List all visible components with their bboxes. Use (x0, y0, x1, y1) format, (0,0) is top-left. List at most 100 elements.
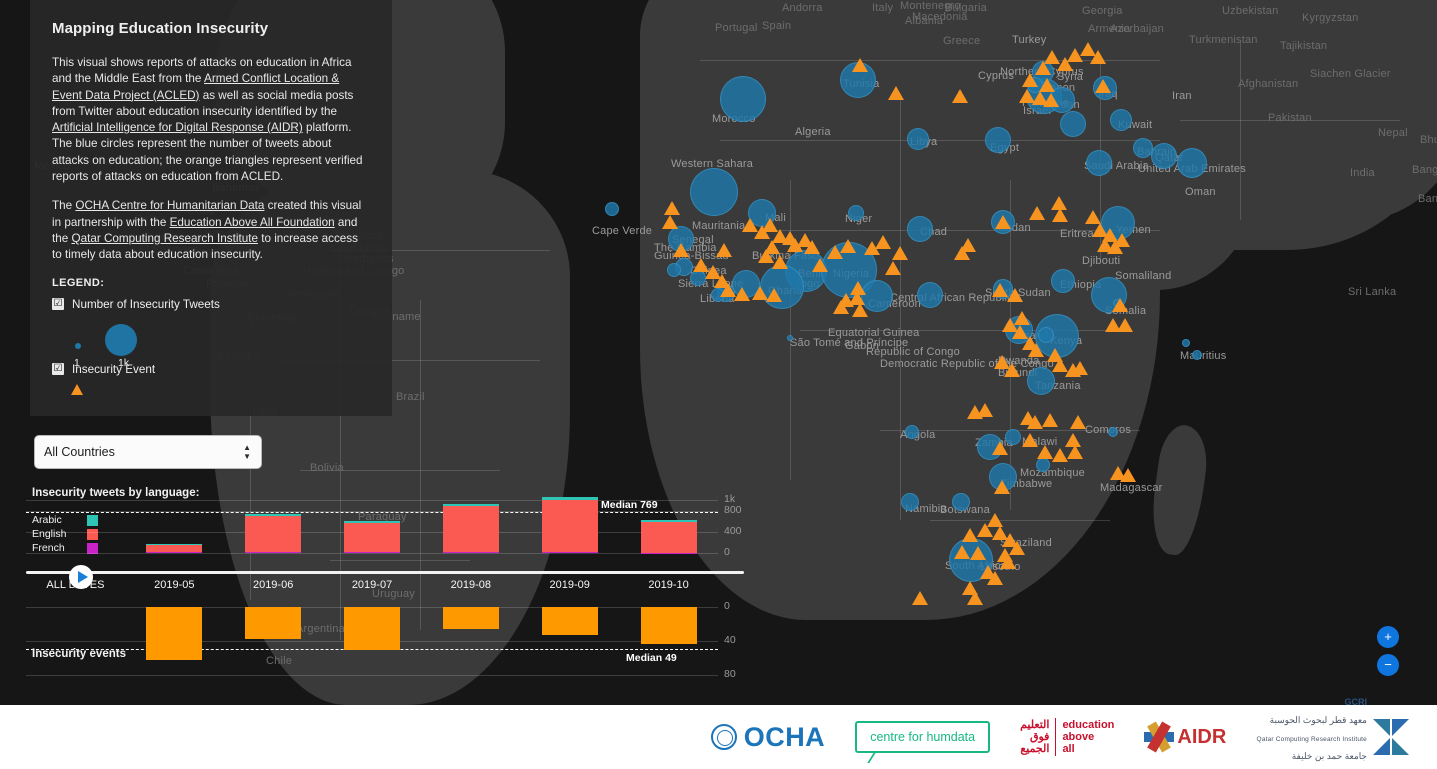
insecurity-event-marker[interactable] (1095, 79, 1111, 93)
tweet-bubble[interactable] (952, 493, 970, 511)
table-row[interactable] (442, 504, 499, 553)
ocha-centre-link[interactable]: OCHA Centre for Humanitarian Data (75, 199, 265, 213)
insecurity-event-marker[interactable] (967, 591, 983, 605)
insecurity-event-marker[interactable] (962, 528, 978, 542)
insecurity-event-marker[interactable] (758, 249, 774, 263)
tweet-bubble[interactable] (905, 425, 919, 439)
tweet-bubble[interactable] (1192, 350, 1202, 360)
insecurity-event-marker[interactable] (1070, 415, 1086, 429)
insecurity-event-marker[interactable] (1090, 50, 1106, 64)
tweet-bubble[interactable] (1133, 138, 1153, 158)
insecurity-event-marker[interactable] (752, 286, 768, 300)
zoom-in-button[interactable]: + (1377, 626, 1399, 648)
timeline-tick-2019-05[interactable]: 2019-05 (154, 579, 195, 591)
qcri-link[interactable]: Qatar Computing Research Institute (71, 231, 258, 245)
eaa-link[interactable]: Education Above All Foundation (169, 215, 335, 229)
table-row[interactable] (442, 607, 499, 630)
insecurity-event-marker[interactable] (812, 258, 828, 272)
checkbox-checked-icon[interactable]: ☑ (52, 298, 64, 311)
insecurity-event-marker[interactable] (716, 243, 732, 257)
tweet-bubble[interactable] (907, 216, 933, 242)
insecurity-event-marker[interactable] (992, 441, 1008, 455)
insecurity-event-marker[interactable] (912, 591, 928, 605)
insecurity-event-marker[interactable] (1067, 48, 1083, 62)
insecurity-event-marker[interactable] (992, 283, 1008, 297)
timeline-tick-2019-06[interactable]: 2019-06 (252, 579, 294, 591)
tweet-bubble[interactable] (917, 282, 943, 308)
tweet-bubble[interactable] (720, 76, 766, 122)
tweet-bubble[interactable] (605, 202, 619, 216)
table-row[interactable] (344, 607, 400, 651)
checkbox-checked-icon[interactable]: ☑ (52, 363, 64, 376)
insecurity-event-marker[interactable] (840, 239, 856, 253)
tweet-bubble[interactable] (1151, 143, 1177, 169)
table-row[interactable] (146, 543, 203, 553)
tweet-bubble[interactable] (985, 127, 1011, 153)
insecurity-event-marker[interactable] (1039, 78, 1055, 92)
insecurity-event-marker[interactable] (1052, 358, 1068, 372)
insecurity-event-marker[interactable] (1052, 208, 1068, 222)
legend-toggle-events[interactable]: ☑ Insecurity Event (52, 363, 370, 376)
timeline-tick-2019-07[interactable]: 2019-07 (351, 579, 393, 591)
insecurity-event-marker[interactable] (1014, 311, 1030, 325)
tweet-bubble[interactable] (1051, 269, 1075, 293)
tweet-bubble[interactable] (1036, 458, 1050, 472)
insecurity-event-marker[interactable] (1022, 433, 1038, 447)
insecurity-event-marker[interactable] (1012, 325, 1028, 339)
table-row[interactable] (640, 519, 697, 553)
insecurity-event-marker[interactable] (1004, 363, 1020, 377)
timeline-axis[interactable] (26, 571, 744, 574)
insecurity-event-marker[interactable] (766, 288, 782, 302)
insecurity-event-marker[interactable] (954, 545, 970, 559)
insecurity-event-marker[interactable] (888, 86, 904, 100)
insecurity-event-marker[interactable] (1022, 73, 1038, 87)
tweet-bubble[interactable] (667, 263, 681, 277)
insecurity-events-plot[interactable]: 0 40 80 Median 49 (26, 600, 736, 680)
insecurity-event-marker[interactable] (994, 480, 1010, 494)
insecurity-event-marker[interactable] (662, 215, 678, 229)
insecurity-event-marker[interactable] (1117, 318, 1133, 332)
insecurity-event-marker[interactable] (1028, 343, 1044, 357)
timeline-tick-2019-10[interactable]: 2019-10 (648, 579, 689, 591)
tweets-by-language-plot[interactable]: 0 400 800 1k Median 769 (26, 493, 742, 558)
insecurity-event-marker[interactable] (1000, 555, 1016, 569)
zoom-out-button[interactable]: − (1377, 654, 1399, 676)
tweet-bubble[interactable] (1038, 327, 1054, 343)
insecurity-event-marker[interactable] (1065, 433, 1081, 447)
tweet-bubble[interactable] (1027, 367, 1055, 395)
insecurity-event-marker[interactable] (1009, 541, 1025, 555)
table-row[interactable] (541, 496, 598, 553)
timeline-tick-2019-08[interactable]: 2019-08 (450, 579, 492, 591)
insecurity-event-marker[interactable] (1051, 196, 1067, 210)
tweet-bubble[interactable] (1182, 339, 1190, 347)
insecurity-event-marker[interactable] (1019, 89, 1035, 103)
insecurity-event-marker[interactable] (1044, 50, 1060, 64)
tweet-bubble[interactable] (907, 128, 929, 150)
acled-link[interactable]: Armed Conflict Location & Event Data Pro… (52, 72, 340, 102)
tweet-bubble[interactable] (787, 335, 793, 341)
insecurity-event-marker[interactable] (995, 215, 1011, 229)
insecurity-event-marker[interactable] (772, 255, 788, 269)
insecurity-event-marker[interactable] (1043, 93, 1059, 107)
tweet-bubble[interactable] (901, 493, 919, 511)
insecurity-event-marker[interactable] (1027, 415, 1043, 429)
insecurity-event-marker[interactable] (885, 261, 901, 275)
tweet-bubble[interactable] (1005, 429, 1021, 445)
legend-toggle-tweets[interactable]: ☑ Number of Insecurity Tweets (52, 298, 370, 311)
aidr-link[interactable]: Artificial Intelligence for Digital Resp… (52, 121, 303, 135)
insecurity-event-marker[interactable] (804, 240, 820, 254)
timeline-charts[interactable]: Insecurity tweets by language: Arabic En… (0, 483, 760, 688)
tweet-bubble[interactable] (1086, 150, 1112, 176)
insecurity-event-marker[interactable] (1037, 445, 1053, 459)
insecurity-event-marker[interactable] (875, 235, 891, 249)
insecurity-event-marker[interactable] (1067, 445, 1083, 459)
insecurity-event-marker[interactable] (1120, 468, 1136, 482)
insecurity-event-marker[interactable] (977, 403, 993, 417)
insecurity-event-marker[interactable] (833, 300, 849, 314)
tweet-bubble[interactable] (1110, 109, 1132, 131)
insecurity-event-marker[interactable] (762, 218, 778, 232)
insecurity-event-marker[interactable] (1072, 361, 1088, 375)
table-row[interactable] (146, 607, 203, 660)
tweet-bubble[interactable] (848, 205, 864, 221)
country-filter[interactable]: All Countries ▲ ▼ (34, 435, 262, 469)
